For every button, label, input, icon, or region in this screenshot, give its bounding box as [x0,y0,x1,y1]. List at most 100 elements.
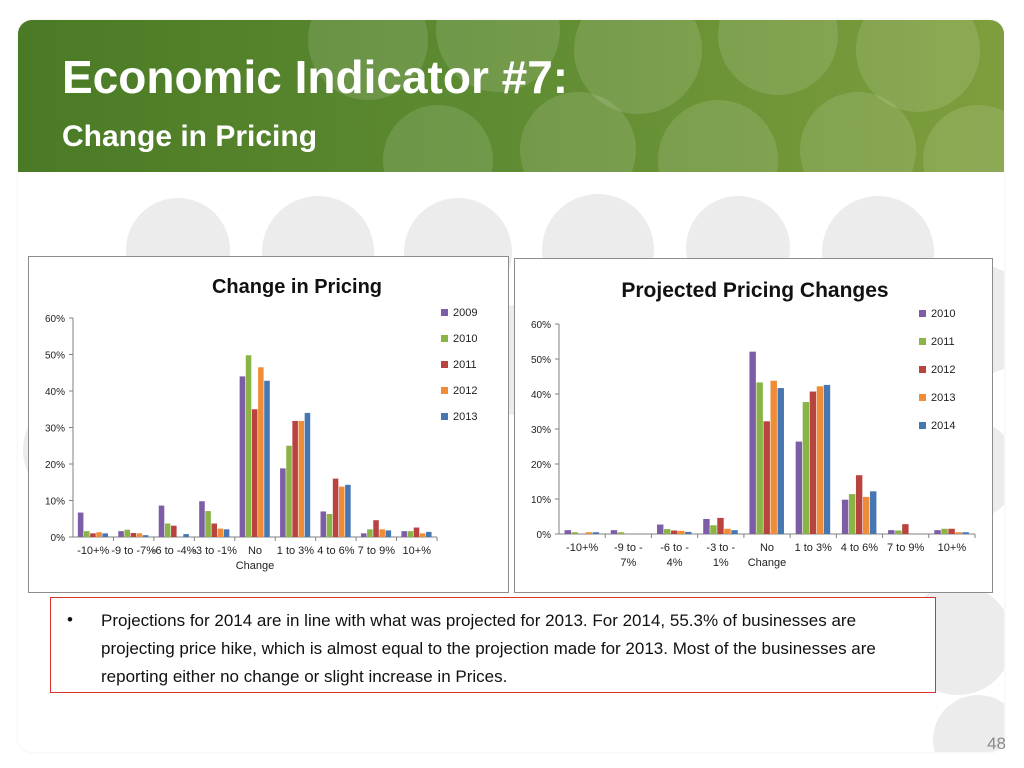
bar-2010-2 [656,524,664,534]
bar-2013-6 [862,496,870,534]
bar-2014-3 [731,530,738,534]
bar-2012-4 [763,421,770,534]
x-tick-label: -9 to -7% [614,542,643,569]
bar-2011-2 [171,525,177,537]
x-tick-label-line: -10+% [566,542,598,554]
bar-2013-4 [770,380,777,534]
bar-2009-0 [77,512,84,537]
x-tick-label: 10+% [938,542,967,554]
legend-swatch-2014 [919,422,926,429]
bar-2013-8 [426,531,432,537]
bar-2013-1 [142,535,149,537]
note-text: Projections for 2014 are in line with wh… [101,611,876,686]
legend-label-2010: 2010 [453,333,477,345]
bar-2012-8 [419,533,426,537]
bar-2011-8 [941,528,948,534]
y-tick-label: 60% [45,314,65,325]
legend-swatch-2009 [441,309,448,316]
bar-2011-3 [211,523,218,537]
bar-2013-3 [223,529,230,537]
legend-label-2012: 2012 [453,385,477,397]
x-tick-label: No Change [748,542,787,569]
bar-2012-6 [338,486,345,537]
bar-2011-4 [756,382,763,534]
x-tick-label-line: 4 to 6% [841,542,879,554]
bar-2009-3 [199,501,205,537]
bar-2010-5 [286,445,292,537]
x-tick-label-line: No [760,542,774,554]
page-number: 48 [987,734,1006,753]
bar-2011-5 [802,402,810,534]
x-tick-label-line: -6 to -4% [152,545,197,557]
legend-swatch-2010 [919,310,926,317]
bar-2010-2 [164,523,171,537]
bar-2011-2 [664,529,671,534]
bar-2010-8 [407,531,414,537]
bar-2009-2 [158,505,165,537]
legend-swatch-2011 [441,361,448,368]
x-tick-label: -10+% [77,545,109,557]
x-tick-label-line: 10+% [403,545,432,557]
bar-2014-2 [685,531,692,534]
legend-label-2009: 2009 [453,307,477,319]
x-tick-label-line: -6 to - [660,542,689,554]
x-tick-label-line: 10+% [938,542,967,554]
x-tick-label-line: 7% [620,557,636,569]
legend-swatch-2012 [919,366,926,373]
bar-2009-5 [280,468,286,537]
x-tick-label-line: -9 to -7% [111,545,156,557]
bar-2011-0 [90,533,96,537]
bar-2012-7 [902,524,909,534]
slide-subtitle: Change in Pricing [62,120,318,153]
bar-2010-3 [205,511,211,537]
bar-2013-5 [304,412,311,537]
bar-2010-1 [610,530,618,534]
y-tick-label: 0% [51,533,66,544]
bar-2011-5 [292,420,298,537]
bar-2012-5 [809,391,817,534]
x-tick-label-line: Change [748,557,787,569]
x-tick-label: 7 to 9% [358,545,396,557]
legend-swatch-2011 [919,338,926,345]
bar-2010-4 [245,355,252,537]
bar-2013-7 [385,530,392,537]
legend-swatch-2010 [441,335,448,342]
bar-2009-4 [239,376,246,537]
y-tick-label: 10% [531,495,551,506]
bar-2011-7 [373,520,379,537]
y-tick-label: 30% [45,424,65,435]
y-tick-label: 30% [531,425,551,436]
x-tick-label: 4 to 6% [841,542,879,554]
bar-2012-1 [136,533,143,537]
y-tick-label: 50% [45,351,65,362]
x-tick-label-line: 1 to 3% [277,545,315,557]
legend-label-2011: 2011 [453,359,477,371]
bar-2010-1 [124,529,130,537]
bar-2013-4 [264,380,270,537]
bar-2013-2 [183,534,189,537]
bar-2013-3 [724,528,731,534]
x-tick-label-line: -3 to -1% [192,545,237,557]
bar-2009-6 [320,511,327,537]
x-tick-label-line: No [248,545,262,557]
x-tick-label: 7 to 9% [887,542,925,554]
bar-2010-6 [326,514,333,537]
bar-2011-3 [710,525,717,534]
note-box: • Projections for 2014 are in line with … [50,597,936,693]
bar-2011-7 [895,530,902,534]
bar-2010-4 [749,351,756,534]
x-tick-label-line: -3 to - [706,542,735,554]
x-tick-label: -6 to -4% [152,545,197,557]
x-tick-label: 10+% [403,545,432,557]
bar-2010-7 [888,530,895,534]
bar-2013-5 [816,386,824,534]
legend-swatch-2013 [441,413,448,420]
bar-2014-4 [777,388,784,534]
bar-2012-8 [948,528,955,534]
bar-2011-1 [130,532,137,537]
bar-2012-3 [217,528,224,537]
x-tick-label: -3 to - 1% [706,542,735,569]
y-tick-label: 50% [531,355,551,366]
legend-label-2014: 2014 [931,420,955,432]
x-tick-label: -9 to -7% [111,545,156,557]
